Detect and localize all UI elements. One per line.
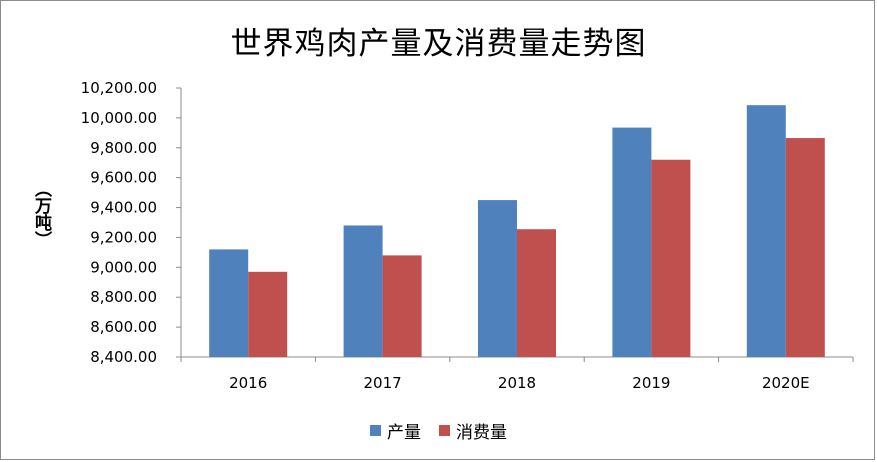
y-tick-label: 9,600.00 xyxy=(90,169,157,187)
y-tick-label: 8,400.00 xyxy=(90,348,157,366)
y-tick-label: 9,200.00 xyxy=(90,228,157,246)
y-axis-label: （万吨） xyxy=(31,180,51,248)
y-tick-label: 10,200.00 xyxy=(81,79,157,97)
x-tick-label: 2020E xyxy=(762,374,810,392)
bar-consumption-2020E xyxy=(785,138,825,357)
x-tick-label: 2018 xyxy=(498,374,536,392)
bar-production-2018 xyxy=(478,200,517,357)
legend-label-production: 产量 xyxy=(387,423,421,443)
bar-production-2019 xyxy=(612,127,652,357)
bar-production-2016 xyxy=(209,249,249,357)
x-categories: 2016 2017 2018 2019 2020E xyxy=(180,357,854,392)
bar-consumption-2016 xyxy=(248,271,288,357)
x-tick-label: 2016 xyxy=(229,374,267,392)
y-ticks: 8,400.00 8,600.00 8,800.00 9,000.00 9,200.00… xyxy=(81,79,181,366)
bar-consumption-2017 xyxy=(382,255,422,357)
legend-item-consumption: 消费量 xyxy=(439,418,507,443)
bar-consumption-2019 xyxy=(651,159,691,357)
legend-swatch-consumption xyxy=(439,425,450,436)
y-tick-label: 9,400.00 xyxy=(90,199,157,217)
legend-swatch-production xyxy=(370,425,381,436)
bar-production-2017 xyxy=(343,225,383,357)
chart-title: 世界鸡肉产量及消费量走势图 xyxy=(230,26,647,62)
bar-consumption-2018 xyxy=(517,229,556,357)
legend-label-consumption: 消费量 xyxy=(456,423,507,443)
bars xyxy=(209,105,825,357)
y-tick-label: 9,000.00 xyxy=(90,258,157,276)
x-tick-label: 2019 xyxy=(632,374,670,392)
y-tick-label: 8,800.00 xyxy=(90,288,157,306)
y-tick-label: 8,600.00 xyxy=(90,318,157,336)
legend: 产量 消费量 xyxy=(0,418,877,443)
legend-item-production: 产量 xyxy=(370,418,421,443)
x-tick-label: 2017 xyxy=(364,374,402,392)
y-tick-label: 10,000.00 xyxy=(81,109,157,127)
bar-production-2020E xyxy=(746,105,786,357)
y-tick-label: 9,800.00 xyxy=(90,139,157,157)
